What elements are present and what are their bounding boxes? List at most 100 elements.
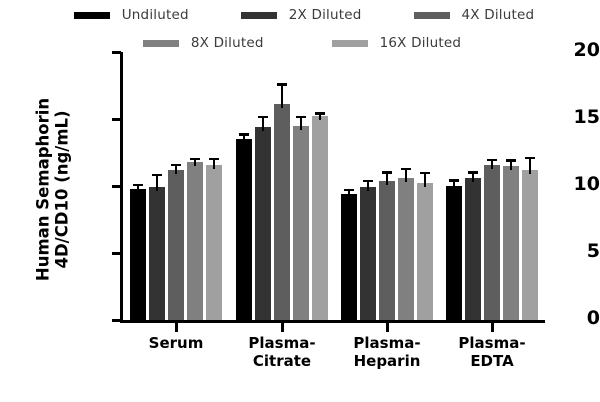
error-bar: [404, 167, 408, 182]
bar: [293, 125, 309, 320]
y-axis-tick-label: 10: [573, 173, 600, 195]
bar: [398, 177, 414, 320]
y-axis-title-line1: Human Semaphorin: [33, 97, 53, 282]
legend-label: 16X Diluted: [379, 35, 462, 51]
error-bar-cap: [401, 167, 412, 171]
x-axis-label-line1: Plasma-: [353, 334, 421, 352]
error-bar: [452, 179, 455, 190]
error-bar: [490, 158, 494, 169]
error-bar: [212, 157, 216, 169]
error-bar: [423, 171, 427, 188]
x-axis-label-line1: Plasma-: [458, 334, 526, 352]
error-bar-cap: [486, 158, 497, 162]
error-bar: [155, 173, 159, 192]
legend-item-4x-diluted: 4X Diluted: [413, 7, 535, 23]
y-axis-title: Human Semaphorin 4D/CD10 (ng/mL): [34, 44, 73, 334]
y-axis-tick-label: 20: [573, 39, 600, 61]
bar: [206, 164, 222, 320]
bar: [149, 187, 165, 320]
error-bar-cap: [257, 115, 268, 119]
bar: [484, 164, 500, 320]
error-bar-cap: [296, 115, 307, 119]
error-bar-cap: [315, 112, 326, 115]
error-bar: [385, 171, 389, 185]
error-bar: [471, 171, 475, 182]
x-axis-label-line1: Plasma-: [248, 334, 316, 352]
error-bar-cap: [381, 171, 392, 174]
bar: [312, 116, 328, 320]
chart-legend: Undiluted 2X Diluted 4X Diluted 8X Dilut…: [0, 0, 600, 56]
x-axis-tick: [174, 323, 178, 332]
x-axis-label: Plasma- EDTA: [432, 334, 552, 371]
error-bar-cap: [467, 171, 478, 174]
error-bar-cap: [506, 159, 517, 162]
legend-item-16x-diluted: 16X Diluted: [331, 35, 462, 51]
error-bar-cap: [132, 183, 143, 187]
error-bar-cap: [343, 188, 354, 192]
legend-item-8x-diluted: 8X Diluted: [142, 35, 264, 51]
x-axis-tick: [280, 323, 284, 332]
bar: [236, 139, 252, 320]
legend-swatch-icon: [142, 39, 179, 47]
bar: [168, 169, 184, 320]
error-bar: [280, 83, 284, 109]
error-bar: [347, 188, 350, 199]
legend-item-2x-diluted: 2X Diluted: [240, 7, 362, 23]
error-bar-cap: [276, 83, 287, 86]
error-bar: [299, 115, 303, 130]
x-axis-tick: [490, 323, 494, 332]
x-axis-label-line2: EDTA: [470, 352, 514, 371]
y-axis-tick: [112, 319, 121, 322]
y-axis-title-line2: 4D/CD10 (ng/mL): [53, 110, 72, 269]
bar: [417, 183, 433, 320]
error-bar: [242, 133, 245, 144]
legend-swatch-icon: [240, 11, 277, 19]
x-axis-label: Plasma- Citrate: [222, 334, 342, 371]
error-bar-cap: [525, 156, 536, 160]
error-bar: [174, 163, 178, 174]
y-axis-tick: [112, 252, 121, 255]
error-bar: [193, 157, 197, 166]
bar: [379, 180, 395, 320]
legend-label: Undiluted: [121, 7, 189, 23]
bar: [187, 161, 203, 320]
error-bar: [136, 183, 139, 193]
legend-label: 4X Diluted: [461, 7, 535, 23]
error-bar: [261, 115, 265, 132]
y-axis-line: [120, 52, 123, 323]
x-axis-label: Serum: [116, 334, 236, 352]
bar: [465, 177, 481, 320]
x-axis-label: Plasma- Heparin: [327, 334, 447, 371]
bar: [503, 165, 519, 320]
legend-row-1: Undiluted 2X Diluted 4X Diluted: [0, 0, 600, 30]
error-bar: [509, 159, 513, 170]
bar: [274, 104, 290, 320]
error-bar-cap: [190, 157, 201, 161]
y-axis-tick-label: 0: [586, 307, 600, 329]
y-axis-tick: [112, 118, 121, 121]
error-bar-cap: [151, 173, 162, 177]
legend-swatch-icon: [73, 11, 110, 19]
y-axis-tick: [112, 51, 121, 54]
error-bar-cap: [209, 157, 220, 161]
error-bar-cap: [362, 179, 373, 183]
bar: [446, 186, 462, 320]
y-axis-tick: [112, 185, 121, 188]
x-axis-label-line2: Heparin: [353, 352, 421, 371]
x-axis-label-line2: Citrate: [252, 352, 312, 371]
bar: [341, 194, 357, 320]
x-axis-label-line1: Serum: [148, 334, 204, 352]
error-bar-cap: [238, 133, 249, 136]
x-axis-tick: [385, 323, 389, 332]
bar: [522, 169, 538, 320]
legend-label: 8X Diluted: [190, 35, 264, 51]
legend-swatch-icon: [413, 11, 450, 19]
bar: [255, 127, 271, 320]
legend-item-undiluted: Undiluted: [73, 7, 189, 23]
x-axis-line: [120, 320, 545, 323]
error-bar-cap: [448, 179, 459, 182]
y-axis-tick-label: 5: [586, 240, 600, 262]
y-axis-tick-label: 15: [573, 106, 600, 128]
